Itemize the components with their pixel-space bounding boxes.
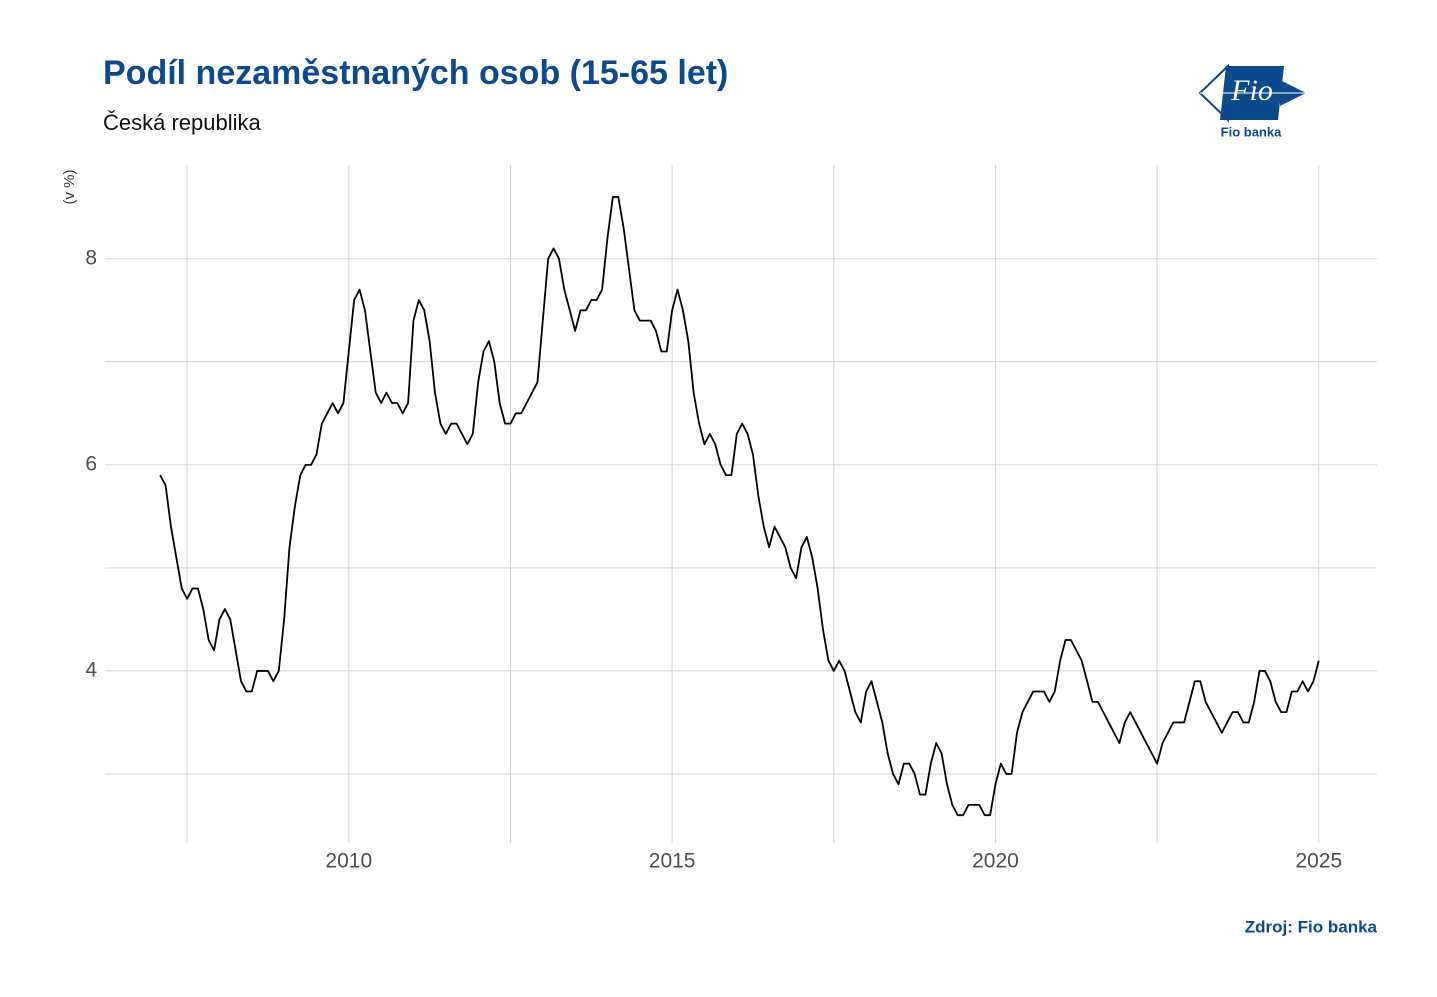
logo: Fio Fio banka [1198,63,1306,139]
chart-title: Podíl nezaměstnaných osob (15-65 let) [103,54,728,92]
data-line [159,196,1320,817]
x-tick-label: 2015 [649,850,696,873]
y-tick-label: 4 [85,658,97,681]
logo-mark: Fio [1230,74,1273,107]
x-tick-label: 2020 [972,850,1019,873]
x-tick-label: 2010 [325,850,372,873]
y-tick-label: 6 [85,452,97,475]
chart-subtitle: Česká republika [103,110,262,135]
y-tick-label: 8 [85,246,97,269]
logo-name: Fio banka [1221,124,1282,139]
source: Zdroj: Fio banka [1245,917,1378,936]
x-tick-label: 2025 [1295,850,1342,873]
y-axis-label: (v %) [61,170,78,205]
